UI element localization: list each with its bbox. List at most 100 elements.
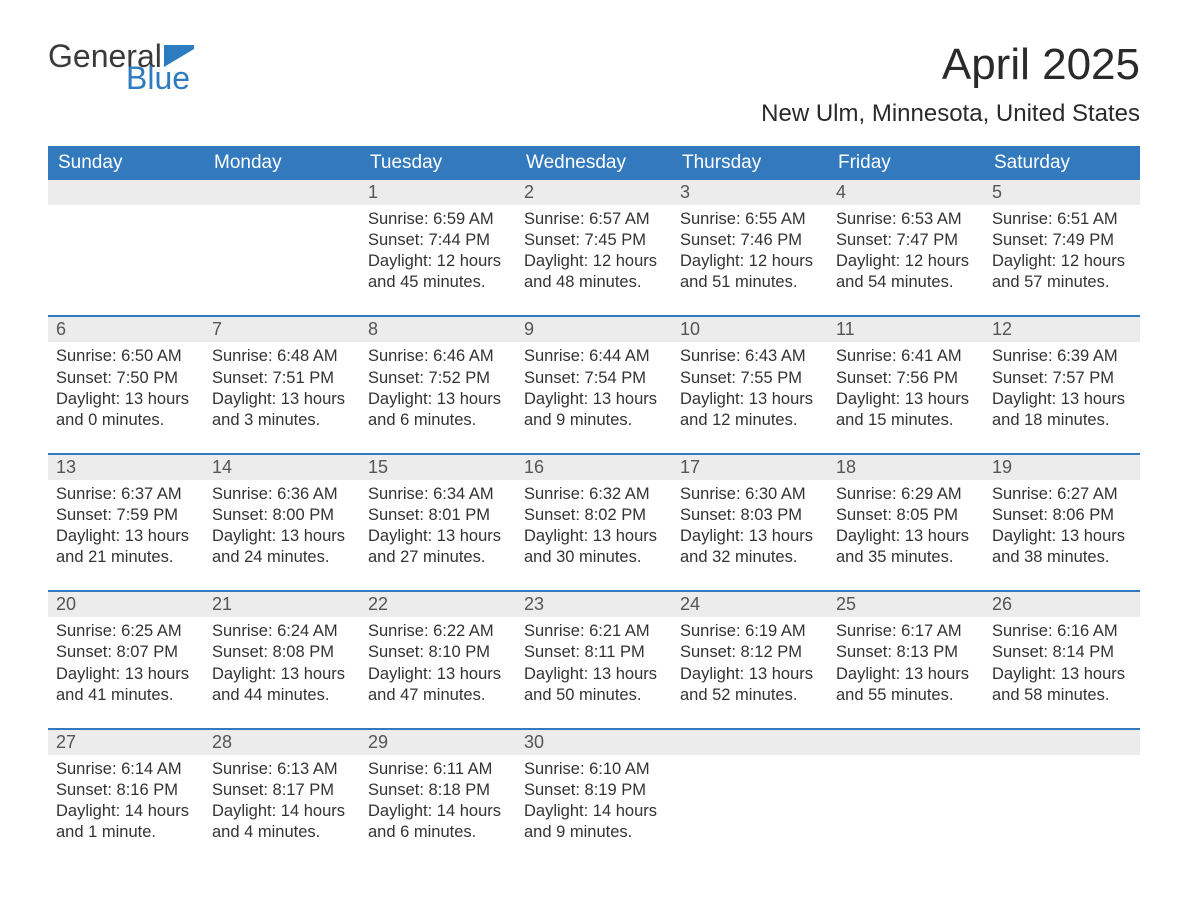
day-content [204, 205, 360, 301]
daylight-text: Daylight: 13 hours and 15 minutes. [836, 389, 976, 431]
daylight-text: Daylight: 12 hours and 57 minutes. [992, 251, 1132, 293]
day-number [672, 730, 828, 755]
sunrise-text: Sunrise: 6:32 AM [524, 484, 664, 505]
sunset-text: Sunset: 8:14 PM [992, 642, 1132, 663]
daylight-text: Daylight: 12 hours and 54 minutes. [836, 251, 976, 293]
day-content: Sunrise: 6:22 AMSunset: 8:10 PMDaylight:… [360, 617, 516, 727]
sunset-text: Sunset: 7:51 PM [212, 368, 352, 389]
daylight-text: Daylight: 13 hours and 35 minutes. [836, 526, 976, 568]
daylight-text: Daylight: 13 hours and 44 minutes. [212, 664, 352, 706]
calendar-cell: 3Sunrise: 6:55 AMSunset: 7:46 PMDaylight… [672, 180, 828, 316]
day-number: 24 [672, 592, 828, 617]
calendar-cell: 8Sunrise: 6:46 AMSunset: 7:52 PMDaylight… [360, 316, 516, 453]
day-number: 4 [828, 180, 984, 205]
day-content: Sunrise: 6:48 AMSunset: 7:51 PMDaylight:… [204, 342, 360, 452]
page-title: April 2025 [942, 40, 1140, 90]
day-content: Sunrise: 6:59 AMSunset: 7:44 PMDaylight:… [360, 205, 516, 315]
daylight-text: Daylight: 13 hours and 58 minutes. [992, 664, 1132, 706]
day-header-row: SundayMondayTuesdayWednesdayThursdayFrid… [48, 146, 1140, 180]
daylight-text: Daylight: 13 hours and 52 minutes. [680, 664, 820, 706]
day-number: 26 [984, 592, 1140, 617]
day-header: Sunday [48, 146, 204, 180]
daylight-text: Daylight: 13 hours and 3 minutes. [212, 389, 352, 431]
sunrise-text: Sunrise: 6:17 AM [836, 621, 976, 642]
sunset-text: Sunset: 7:46 PM [680, 230, 820, 251]
day-number: 17 [672, 455, 828, 480]
daylight-text: Daylight: 13 hours and 27 minutes. [368, 526, 508, 568]
calendar-cell: 30Sunrise: 6:10 AMSunset: 8:19 PMDayligh… [516, 729, 672, 865]
sunrise-text: Sunrise: 6:22 AM [368, 621, 508, 642]
sunset-text: Sunset: 8:08 PM [212, 642, 352, 663]
calendar-cell: 24Sunrise: 6:19 AMSunset: 8:12 PMDayligh… [672, 591, 828, 728]
calendar-week: 6Sunrise: 6:50 AMSunset: 7:50 PMDaylight… [48, 316, 1140, 453]
calendar-cell: 1Sunrise: 6:59 AMSunset: 7:44 PMDaylight… [360, 180, 516, 316]
calendar-body: 1Sunrise: 6:59 AMSunset: 7:44 PMDaylight… [48, 180, 1140, 865]
day-content: Sunrise: 6:44 AMSunset: 7:54 PMDaylight:… [516, 342, 672, 452]
calendar-cell [828, 729, 984, 865]
calendar-cell: 28Sunrise: 6:13 AMSunset: 8:17 PMDayligh… [204, 729, 360, 865]
day-number: 30 [516, 730, 672, 755]
calendar-cell: 7Sunrise: 6:48 AMSunset: 7:51 PMDaylight… [204, 316, 360, 453]
sunrise-text: Sunrise: 6:16 AM [992, 621, 1132, 642]
day-number: 5 [984, 180, 1140, 205]
sunrise-text: Sunrise: 6:25 AM [56, 621, 196, 642]
sunrise-text: Sunrise: 6:21 AM [524, 621, 664, 642]
day-number: 20 [48, 592, 204, 617]
day-number: 13 [48, 455, 204, 480]
day-number [828, 730, 984, 755]
day-content: Sunrise: 6:19 AMSunset: 8:12 PMDaylight:… [672, 617, 828, 727]
day-number: 21 [204, 592, 360, 617]
daylight-text: Daylight: 13 hours and 24 minutes. [212, 526, 352, 568]
sunset-text: Sunset: 8:18 PM [368, 780, 508, 801]
sunrise-text: Sunrise: 6:19 AM [680, 621, 820, 642]
day-content: Sunrise: 6:55 AMSunset: 7:46 PMDaylight:… [672, 205, 828, 315]
day-content: Sunrise: 6:51 AMSunset: 7:49 PMDaylight:… [984, 205, 1140, 315]
calendar-cell: 19Sunrise: 6:27 AMSunset: 8:06 PMDayligh… [984, 454, 1140, 591]
calendar-week: 20Sunrise: 6:25 AMSunset: 8:07 PMDayligh… [48, 591, 1140, 728]
day-number: 10 [672, 317, 828, 342]
sunrise-text: Sunrise: 6:37 AM [56, 484, 196, 505]
day-content: Sunrise: 6:50 AMSunset: 7:50 PMDaylight:… [48, 342, 204, 452]
day-content [672, 755, 828, 851]
calendar-cell: 11Sunrise: 6:41 AMSunset: 7:56 PMDayligh… [828, 316, 984, 453]
day-header: Monday [204, 146, 360, 180]
day-content [828, 755, 984, 851]
day-content [48, 205, 204, 301]
sunrise-text: Sunrise: 6:41 AM [836, 346, 976, 367]
daylight-text: Daylight: 13 hours and 0 minutes. [56, 389, 196, 431]
sunset-text: Sunset: 7:47 PM [836, 230, 976, 251]
sunrise-text: Sunrise: 6:34 AM [368, 484, 508, 505]
day-content: Sunrise: 6:29 AMSunset: 8:05 PMDaylight:… [828, 480, 984, 590]
sunset-text: Sunset: 8:06 PM [992, 505, 1132, 526]
day-header: Friday [828, 146, 984, 180]
daylight-text: Daylight: 14 hours and 9 minutes. [524, 801, 664, 843]
day-content: Sunrise: 6:21 AMSunset: 8:11 PMDaylight:… [516, 617, 672, 727]
day-number [204, 180, 360, 205]
sunrise-text: Sunrise: 6:10 AM [524, 759, 664, 780]
daylight-text: Daylight: 13 hours and 30 minutes. [524, 526, 664, 568]
sunset-text: Sunset: 7:52 PM [368, 368, 508, 389]
calendar-cell: 10Sunrise: 6:43 AMSunset: 7:55 PMDayligh… [672, 316, 828, 453]
calendar-cell: 22Sunrise: 6:22 AMSunset: 8:10 PMDayligh… [360, 591, 516, 728]
daylight-text: Daylight: 13 hours and 21 minutes. [56, 526, 196, 568]
day-content: Sunrise: 6:13 AMSunset: 8:17 PMDaylight:… [204, 755, 360, 865]
day-number: 27 [48, 730, 204, 755]
daylight-text: Daylight: 13 hours and 9 minutes. [524, 389, 664, 431]
sunrise-text: Sunrise: 6:57 AM [524, 209, 664, 230]
daylight-text: Daylight: 13 hours and 55 minutes. [836, 664, 976, 706]
calendar-cell: 12Sunrise: 6:39 AMSunset: 7:57 PMDayligh… [984, 316, 1140, 453]
sunset-text: Sunset: 7:57 PM [992, 368, 1132, 389]
sunrise-text: Sunrise: 6:29 AM [836, 484, 976, 505]
calendar-cell: 13Sunrise: 6:37 AMSunset: 7:59 PMDayligh… [48, 454, 204, 591]
day-number: 15 [360, 455, 516, 480]
calendar-cell [48, 180, 204, 316]
day-number: 8 [360, 317, 516, 342]
daylight-text: Daylight: 13 hours and 41 minutes. [56, 664, 196, 706]
sunset-text: Sunset: 8:05 PM [836, 505, 976, 526]
day-number: 12 [984, 317, 1140, 342]
day-number [48, 180, 204, 205]
day-content: Sunrise: 6:36 AMSunset: 8:00 PMDaylight:… [204, 480, 360, 590]
sunset-text: Sunset: 8:07 PM [56, 642, 196, 663]
day-number: 6 [48, 317, 204, 342]
daylight-text: Daylight: 12 hours and 48 minutes. [524, 251, 664, 293]
